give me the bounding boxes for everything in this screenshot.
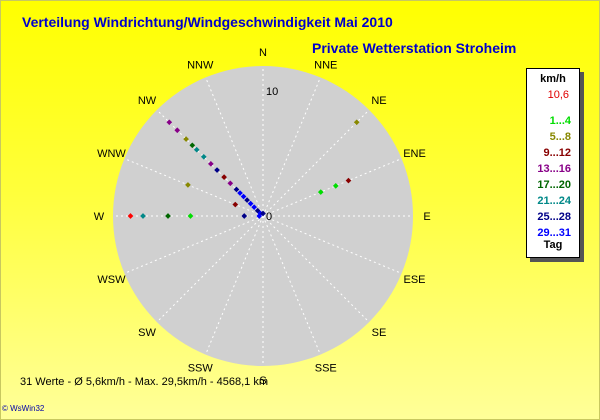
data-point-nw bbox=[200, 153, 207, 160]
data-point-nw bbox=[240, 193, 247, 200]
data-point-nw bbox=[251, 204, 257, 210]
grid-spoke-sw bbox=[156, 215, 264, 323]
direction-label-se: SE bbox=[372, 327, 387, 339]
direction-label-s: S bbox=[259, 375, 266, 387]
direction-label-ese: ESE bbox=[404, 274, 426, 286]
grid-spoke-ssw bbox=[205, 215, 264, 355]
direction-label-nnw: NNW bbox=[187, 59, 214, 71]
data-point-nw bbox=[193, 146, 200, 153]
data-point-nw bbox=[174, 127, 181, 134]
direction-label-sse: SSE bbox=[315, 363, 337, 375]
direction-label-e: E bbox=[423, 211, 430, 223]
chart-title: Verteilung Windrichtung/Windgeschwindigk… bbox=[22, 14, 393, 30]
radial-tick-label: 0 bbox=[266, 211, 272, 223]
legend-item: 5...8 bbox=[549, 131, 571, 143]
legend-max-value: 10,6 bbox=[547, 89, 569, 101]
data-point-nw bbox=[189, 142, 196, 149]
data-point-w bbox=[256, 213, 263, 219]
polar-grid-spokes bbox=[113, 66, 413, 366]
direction-label-wsw: WSW bbox=[97, 274, 126, 286]
data-point-nw bbox=[208, 161, 214, 167]
software-credit: © WsWin32 bbox=[2, 404, 45, 413]
data-point-nw bbox=[166, 119, 173, 126]
direction-label-sw: SW bbox=[138, 327, 156, 339]
legend-item: 25...28 bbox=[537, 211, 571, 223]
direction-label-n: N bbox=[259, 47, 267, 59]
data-point-nw bbox=[214, 167, 220, 173]
grid-spoke-nne bbox=[262, 77, 321, 217]
chart-subtitle: Private Wetterstation Stroheim bbox=[312, 40, 517, 56]
grid-spoke-sse bbox=[262, 215, 321, 355]
data-point-nw bbox=[244, 197, 250, 203]
data-point-nw bbox=[227, 180, 234, 187]
data-point-w bbox=[241, 213, 248, 219]
data-point-ene bbox=[345, 177, 352, 184]
legend-item: 13...16 bbox=[537, 163, 571, 175]
legend-item: 29...31 bbox=[537, 227, 571, 239]
summary-footer: 31 Werte - Ø 5,6km/h - Max. 29,5km/h - 4… bbox=[20, 376, 268, 388]
data-point-nw bbox=[221, 174, 227, 180]
data-point-nw bbox=[233, 186, 240, 193]
data-point-ne bbox=[353, 119, 360, 126]
grid-spoke-wnw bbox=[124, 158, 264, 217]
data-point-ene bbox=[332, 183, 339, 189]
direction-label-w: W bbox=[94, 211, 105, 223]
data-point-nw bbox=[237, 190, 243, 196]
data-point-w bbox=[187, 213, 194, 219]
data-point-w bbox=[165, 213, 171, 219]
data-point-ene bbox=[317, 189, 324, 195]
radial-tick-labels: 10 0 bbox=[266, 86, 278, 223]
legend-item: 21...24 bbox=[537, 195, 571, 207]
radial-tick-label: 10 bbox=[266, 86, 278, 98]
data-point-w bbox=[140, 213, 146, 219]
grid-spoke-ene bbox=[262, 158, 402, 217]
data-point-nw bbox=[183, 136, 189, 142]
data-point-nw bbox=[247, 200, 254, 207]
legend: km/h 10,6 1...4 5...8 9...12 13...16 17.… bbox=[526, 68, 580, 258]
data-point-n bbox=[260, 210, 266, 217]
grid-spoke-ese bbox=[262, 215, 402, 274]
direction-label-wnw: WNW bbox=[97, 148, 126, 160]
grid-spoke-wsw bbox=[124, 215, 264, 274]
grid-spoke-ne bbox=[262, 109, 370, 217]
direction-label-ssw: SSW bbox=[188, 363, 214, 375]
data-point-w bbox=[127, 213, 134, 219]
data-point-wnw bbox=[185, 182, 191, 188]
direction-label-ene: ENE bbox=[403, 148, 426, 160]
direction-label-nw: NW bbox=[138, 95, 157, 107]
legend-item: 9...12 bbox=[543, 147, 571, 159]
grid-spoke-se bbox=[262, 215, 370, 323]
grid-spoke-nnw bbox=[205, 77, 264, 217]
legend-item: 1...4 bbox=[549, 115, 571, 127]
legend-tag: Tag bbox=[543, 239, 563, 251]
data-points bbox=[127, 119, 360, 219]
direction-label-ne: NE bbox=[371, 95, 386, 107]
direction-label-nne: NNE bbox=[314, 59, 337, 71]
direction-labels: N NNE NE ENE E ESE SE SSE S SSW SW WSW W WNW NW NNW bbox=[94, 47, 431, 387]
legend-title: km/h bbox=[540, 73, 566, 85]
data-point-wnw bbox=[232, 201, 239, 208]
legend-item: 17...20 bbox=[537, 179, 571, 191]
